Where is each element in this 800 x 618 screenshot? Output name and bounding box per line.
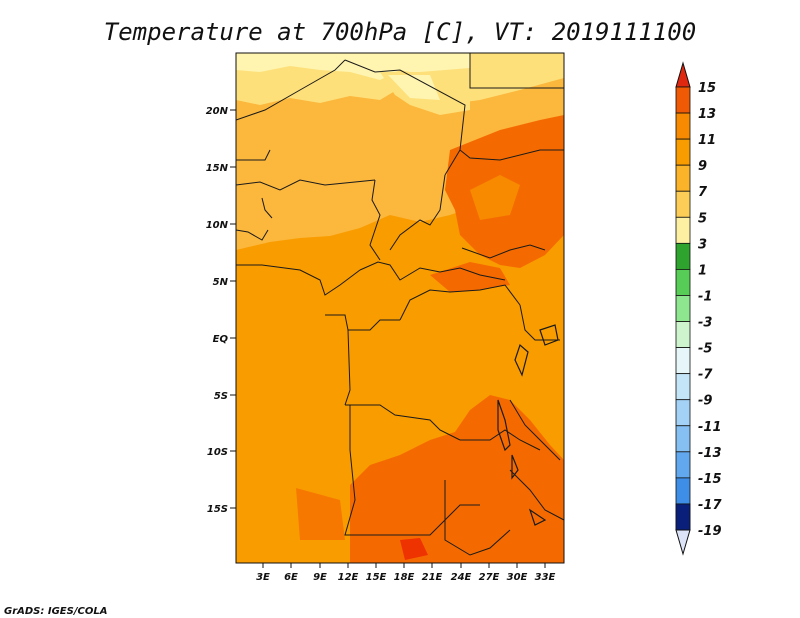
colorbar-cell (675, 373, 691, 401)
colorbar-top-arrow (675, 61, 691, 88)
lon-tick-label: 27E (479, 572, 500, 583)
colorbar-label: 5 (698, 211, 707, 226)
colorbar-label: 3 (698, 237, 707, 252)
colorbar-label: -11 (698, 420, 722, 435)
colorbar-cell (675, 112, 691, 140)
colorbar-label: -17 (698, 498, 722, 513)
lon-tick-label: 33E (535, 572, 556, 583)
map-frame (235, 52, 565, 564)
colorbar-cell (675, 269, 691, 296)
country-borders (236, 53, 564, 556)
lon-tick-label: 21E (422, 572, 443, 583)
colorbar-cell (675, 216, 691, 244)
colorbar-cell (675, 164, 691, 192)
lat-tick-label: 10N (206, 220, 229, 231)
colorbar-label: 11 (698, 133, 716, 148)
map-title: Temperature at 700hPa [C], VT: 201911110… (104, 18, 696, 46)
colorbar-label: 1 (698, 263, 707, 278)
colorbar-label: 15 (698, 81, 716, 96)
map-panel (236, 53, 564, 563)
colorbar-label: 9 (698, 159, 707, 174)
lat-tick-label: 5N (213, 277, 229, 288)
lat-tick-label: 15N (206, 163, 229, 174)
lon-tick-label: 18E (394, 572, 415, 583)
colorbar: 15 13 11 9 7 5 3 1 -1 -3 -5 -7 -9 -11 -13 -15 -17 -19 (675, 61, 722, 556)
colorbar-label: -13 (698, 446, 722, 461)
colorbar-label: 13 (698, 107, 716, 122)
colorbar-label: -5 (698, 342, 712, 357)
temperature-zone-11-13-coast (296, 488, 345, 540)
temperature-zone-13-15 (400, 538, 428, 560)
lon-tick-label: 6E (284, 572, 298, 583)
colorbar-label: -19 (698, 524, 722, 539)
lat-tick-label: 15S (207, 504, 228, 515)
grads-credit: GrADS: IGES/COLA (4, 606, 107, 617)
lon-axis: 3E 6E 9E 12E 15E 18E 21E 24E 27E 30E 33E (256, 563, 556, 583)
colorbar-bottom-arrow (675, 529, 691, 556)
temperature-zone-11-13-south (350, 395, 564, 563)
colorbar-cell (675, 477, 691, 505)
lon-tick-label: 12E (338, 572, 359, 583)
lon-tick-label: 9E (313, 572, 327, 583)
colorbar-label: -15 (698, 472, 722, 487)
colorbar-cell (675, 503, 691, 531)
colorbar-cell (675, 425, 691, 453)
colorbar-cell (675, 138, 691, 166)
lat-tick-label: 10S (207, 447, 228, 458)
colorbar-cell (675, 321, 691, 348)
lon-tick-label: 24E (451, 572, 472, 583)
lat-tick-label: EQ (213, 334, 229, 345)
colorbar-cell (675, 399, 691, 427)
colorbar-label: 7 (698, 185, 708, 200)
colorbar-label: -9 (698, 394, 712, 409)
temperature-zone-sudan-inner (470, 175, 520, 220)
temperature-zone-3-5-libya (388, 75, 440, 100)
colorbar-label: -3 (698, 316, 712, 331)
lat-axis: 20N 15N 10N 5N EQ 5S 10S 15S (206, 106, 236, 515)
colorbar-label: -1 (698, 289, 712, 304)
colorbar-cell (675, 347, 691, 375)
temperature-zone-3-5 (236, 53, 470, 80)
lon-tick-label: 3E (256, 572, 270, 583)
lon-tick-label: 30E (507, 572, 528, 583)
colorbar-cell (675, 86, 691, 114)
colorbar-cell (675, 242, 691, 270)
colorbar-label: -7 (698, 368, 713, 383)
lakes (497, 324, 559, 526)
lat-tick-label: 20N (206, 106, 229, 117)
lat-tick-label: 5S (214, 391, 228, 402)
colorbar-cell (675, 451, 691, 479)
colorbar-cell (675, 295, 691, 322)
colorbar-cell (675, 190, 691, 218)
lon-tick-label: 15E (366, 572, 387, 583)
